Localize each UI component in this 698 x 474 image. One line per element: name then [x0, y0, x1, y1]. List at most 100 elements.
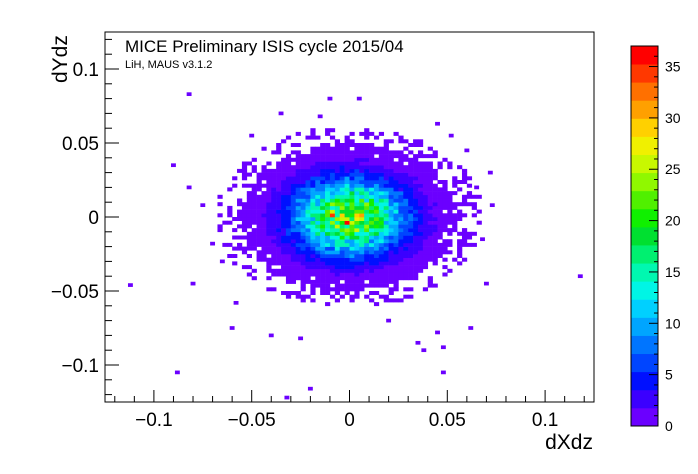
heatmap-cell [369, 168, 375, 173]
heatmap-cell [246, 205, 252, 210]
heatmap-cell [369, 239, 375, 244]
heatmap-cell [378, 180, 385, 184]
heatmap-cell [276, 161, 282, 166]
heatmap-cell [388, 165, 394, 170]
heatmap-cell [388, 205, 394, 210]
heatmap-cell [432, 235, 438, 240]
heatmap-cell [329, 213, 336, 218]
heatmap-outlier-cell [440, 345, 446, 350]
heatmap-cell [217, 213, 223, 218]
heatmap-cell [393, 220, 399, 225]
heatmap-cell [281, 213, 287, 218]
heatmap-cell [378, 191, 385, 196]
heatmap-cell [325, 176, 331, 181]
heatmap-cell [285, 157, 292, 162]
heatmap-cell [329, 242, 336, 247]
heatmap-cell [271, 209, 277, 214]
heatmap-outlier-cell [464, 148, 470, 153]
heatmap-cell [325, 157, 331, 162]
heatmap-cell [349, 205, 355, 210]
heatmap-cell [310, 231, 316, 236]
heatmap-cell [373, 272, 380, 277]
heatmap-cell [398, 176, 404, 181]
heatmap-cell [334, 180, 341, 184]
heatmap-cell [281, 231, 287, 236]
heatmap-cell [290, 265, 297, 270]
heatmap-cell [461, 257, 468, 262]
heatmap-cell [393, 191, 399, 196]
heatmap-cell [276, 250, 282, 255]
heatmap-cell [329, 220, 336, 225]
heatmap-cell [398, 261, 404, 266]
heatmap-cell [398, 139, 404, 144]
heatmap-cell [447, 213, 453, 218]
heatmap-cell [320, 257, 326, 262]
heatmap-cell [290, 187, 297, 192]
heatmap-cell [378, 279, 385, 284]
heatmap-cell [276, 268, 282, 273]
heatmap-cell [422, 220, 429, 225]
heatmap-cell [300, 180, 306, 184]
heatmap-cell [241, 220, 248, 225]
heatmap-cell [310, 217, 316, 221]
heatmap-cell [466, 194, 473, 199]
heatmap-cell [266, 257, 272, 262]
heatmap-cell [295, 239, 301, 244]
heatmap-cell [261, 213, 267, 218]
heatmap-cell [427, 191, 433, 196]
heatmap-cell [417, 161, 424, 166]
heatmap-cell [295, 294, 301, 299]
heatmap-cell [305, 194, 311, 199]
heatmap-cell [285, 235, 292, 240]
heatmap-cell [344, 143, 350, 147]
heatmap-cell [271, 183, 277, 188]
heatmap-cell [325, 165, 331, 170]
heatmap-cell [285, 202, 292, 207]
heatmap-cell [398, 161, 404, 166]
heatmap-cell [364, 209, 370, 214]
heatmap-cell [349, 261, 355, 266]
heatmap-outlier-cell [415, 340, 421, 345]
heatmap-cell [354, 150, 360, 155]
heatmap-cell [413, 276, 419, 281]
heatmap-cell [295, 291, 301, 295]
heatmap-cell [329, 228, 336, 233]
heatmap-cell [354, 146, 360, 151]
heatmap-cell [305, 261, 311, 266]
heatmap-cell [403, 157, 409, 162]
heatmap-cell [349, 294, 355, 299]
heatmap-cell [295, 272, 301, 277]
heatmap-cell [344, 161, 350, 166]
heatmap-cell [383, 220, 389, 225]
heatmap-cell [388, 246, 394, 251]
heatmap-cell [320, 202, 326, 207]
heatmap-cell [241, 165, 248, 170]
heatmap-cell [241, 172, 248, 177]
heatmap-cell [403, 239, 409, 244]
heatmap-cell [427, 180, 433, 184]
heatmap-cell [364, 276, 370, 281]
heatmap-cell [364, 154, 370, 159]
color-scale-frame [630, 45, 659, 427]
heatmap-cell [354, 194, 360, 199]
heatmap-cell [369, 205, 375, 210]
heatmap-cell [281, 254, 287, 258]
heatmap-cell [334, 276, 341, 281]
heatmap-cell [388, 191, 394, 196]
heatmap-cell [403, 246, 409, 251]
heatmap-cell [393, 176, 399, 181]
heatmap-cell [364, 228, 370, 233]
heatmap-cell [359, 217, 365, 221]
heatmap-cell [329, 217, 336, 221]
heatmap-cell [408, 198, 414, 203]
heatmap-cell [271, 168, 277, 173]
heatmap-cell [432, 250, 438, 255]
heatmap-cell [383, 239, 389, 244]
heatmap-cell [427, 250, 433, 255]
heatmap-cell [378, 205, 385, 210]
heatmap-cell [413, 268, 419, 273]
heatmap-cell [334, 235, 341, 240]
heatmap-cell [417, 209, 424, 214]
heatmap-cell [261, 183, 267, 188]
